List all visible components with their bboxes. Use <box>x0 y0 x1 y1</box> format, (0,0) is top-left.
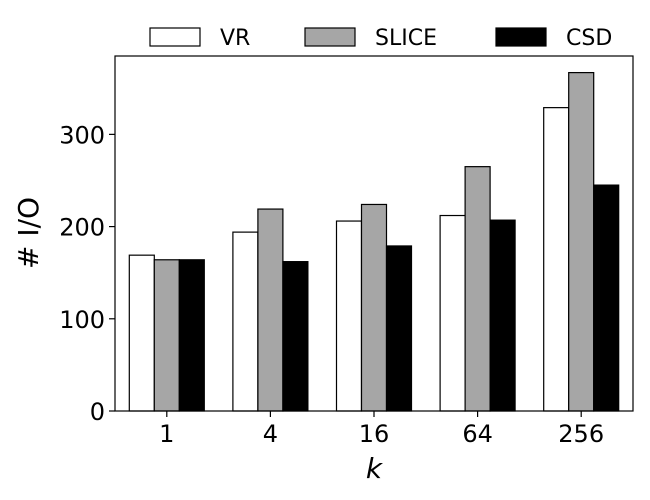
bar-csd-64 <box>489 219 516 412</box>
y-tick-label: 300 <box>59 121 105 149</box>
legend-swatch-slice <box>304 27 356 47</box>
bar-slice-16 <box>360 203 388 412</box>
bar-slice-256 <box>568 71 595 412</box>
y-tick-label: 200 <box>59 214 105 242</box>
bar-csd-16 <box>385 245 413 412</box>
legend-swatch-vr <box>149 27 201 47</box>
x-tick-label: 256 <box>558 420 604 448</box>
x-axis-label: k <box>366 452 384 485</box>
x-tick-label: 16 <box>359 420 390 448</box>
bar-csd-256 <box>593 184 620 412</box>
x-tick-label: 64 <box>462 420 493 448</box>
x-tick-label: 4 <box>263 420 278 448</box>
x-axis-ticks: 1 4 16 64 256 <box>159 411 604 448</box>
bar-slice-1 <box>153 259 180 412</box>
legend-label-csd: CSD <box>566 26 612 51</box>
y-tick-label: 0 <box>90 398 105 426</box>
legend-swatch-csd <box>495 27 547 47</box>
bar-vr-1 <box>128 254 155 412</box>
bar-vr-256 <box>543 107 570 412</box>
y-tick-label: 100 <box>59 306 105 334</box>
bars <box>128 71 620 412</box>
bar-slice-64 <box>464 166 491 412</box>
bar-vr-16 <box>335 220 363 412</box>
bar-vr-64 <box>439 214 466 412</box>
bar-slice-4 <box>257 208 284 412</box>
x-tick-label: 1 <box>159 420 174 448</box>
legend-label-slice: SLICE <box>375 26 437 51</box>
bar-vr-4 <box>232 231 259 412</box>
bar-csd-4 <box>282 261 309 412</box>
bar-csd-1 <box>178 259 205 412</box>
legend: VR SLICE CSD <box>149 26 612 51</box>
legend-label-vr: VR <box>220 26 250 51</box>
y-axis-label: # I/O <box>12 197 45 269</box>
y-axis-ticks: 0 100 200 300 <box>59 121 115 426</box>
